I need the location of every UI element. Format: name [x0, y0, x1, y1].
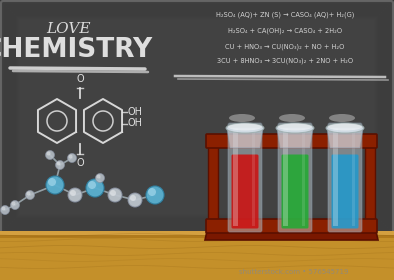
Ellipse shape [226, 123, 264, 133]
Bar [365, 140, 375, 227]
Bar [7, 7, 387, 227]
Bar [0, 231, 394, 280]
Text: H₂SO₄ (AQ)+ ZN (S) → CASO₄ (AQ)+ H₂(G): H₂SO₄ (AQ)+ ZN (S) → CASO₄ (AQ)+ H₂(G) [216, 12, 354, 18]
Polygon shape [205, 227, 378, 240]
Circle shape [95, 174, 104, 183]
Bar [208, 140, 218, 227]
Ellipse shape [276, 123, 314, 133]
Circle shape [109, 189, 123, 203]
Text: CU + HNO₃ → CU(NO₃)₂ + NO + H₂O: CU + HNO₃ → CU(NO₃)₂ + NO + H₂O [225, 44, 345, 50]
Ellipse shape [228, 123, 262, 130]
Circle shape [128, 193, 142, 207]
Circle shape [146, 186, 164, 204]
Bar [15, 15, 379, 219]
Ellipse shape [326, 123, 364, 133]
Circle shape [45, 151, 54, 160]
Circle shape [68, 154, 77, 163]
Bar [0, 231, 394, 235]
Bar [333, 128, 338, 226]
Circle shape [148, 188, 156, 196]
Circle shape [110, 190, 116, 196]
Circle shape [2, 207, 6, 211]
Circle shape [0, 206, 9, 214]
Bar [5, 5, 389, 229]
Ellipse shape [229, 114, 255, 122]
Circle shape [68, 188, 82, 202]
Circle shape [11, 202, 15, 206]
FancyBboxPatch shape [331, 155, 359, 228]
Circle shape [69, 189, 83, 203]
Circle shape [46, 151, 55, 160]
Bar [13, 13, 381, 221]
Circle shape [11, 200, 19, 209]
FancyBboxPatch shape [281, 155, 309, 228]
Circle shape [108, 188, 122, 202]
Circle shape [130, 195, 136, 201]
Text: OH: OH [128, 118, 143, 128]
FancyBboxPatch shape [278, 123, 312, 232]
Text: O: O [76, 74, 84, 84]
Ellipse shape [279, 114, 305, 122]
Bar [11, 11, 383, 223]
Bar [252, 128, 255, 226]
Bar [302, 128, 305, 226]
Bar [9, 9, 385, 225]
Circle shape [56, 162, 61, 165]
Circle shape [87, 180, 105, 198]
Circle shape [46, 176, 64, 194]
Circle shape [1, 206, 10, 215]
Circle shape [129, 194, 143, 208]
Ellipse shape [329, 114, 355, 122]
Circle shape [26, 192, 30, 195]
Bar [3, 3, 391, 231]
Bar [0, 235, 394, 238]
Polygon shape [277, 128, 313, 148]
Text: 3CU + 8HNO₃ → 3CU(NO₃)₂ + 2NO + H₂O: 3CU + 8HNO₃ → 3CU(NO₃)₂ + 2NO + H₂O [217, 58, 353, 64]
Bar [17, 17, 377, 217]
Circle shape [86, 179, 104, 197]
Bar [352, 128, 355, 226]
Ellipse shape [328, 123, 362, 130]
Text: CHEMISTRY: CHEMISTRY [0, 37, 153, 63]
Circle shape [88, 181, 96, 189]
Circle shape [46, 151, 50, 155]
Text: O: O [76, 158, 84, 168]
Circle shape [47, 177, 65, 195]
Circle shape [56, 160, 65, 169]
Polygon shape [327, 128, 363, 148]
Ellipse shape [278, 123, 312, 130]
Circle shape [147, 187, 165, 205]
FancyBboxPatch shape [1, 1, 393, 233]
FancyBboxPatch shape [206, 134, 377, 148]
Bar [233, 128, 238, 226]
Text: H₂SO₄ + CA(OH)₂ → CASO₄ + 2H₂O: H₂SO₄ + CA(OH)₂ → CASO₄ + 2H₂O [228, 27, 342, 34]
Circle shape [97, 174, 100, 179]
Text: LOVE: LOVE [46, 22, 90, 36]
Circle shape [69, 155, 72, 158]
Text: OH: OH [128, 107, 143, 117]
Circle shape [26, 190, 35, 199]
FancyBboxPatch shape [232, 155, 258, 228]
Circle shape [26, 191, 35, 200]
Circle shape [70, 190, 76, 196]
Text: shutterstock.com • 576545719: shutterstock.com • 576545719 [239, 269, 349, 275]
Circle shape [96, 174, 105, 183]
FancyBboxPatch shape [206, 219, 377, 233]
Circle shape [11, 201, 20, 210]
FancyBboxPatch shape [228, 123, 262, 232]
Circle shape [56, 161, 65, 170]
Bar [283, 128, 288, 226]
Circle shape [48, 178, 56, 186]
Circle shape [67, 153, 76, 162]
Polygon shape [227, 128, 263, 148]
FancyBboxPatch shape [328, 123, 362, 232]
